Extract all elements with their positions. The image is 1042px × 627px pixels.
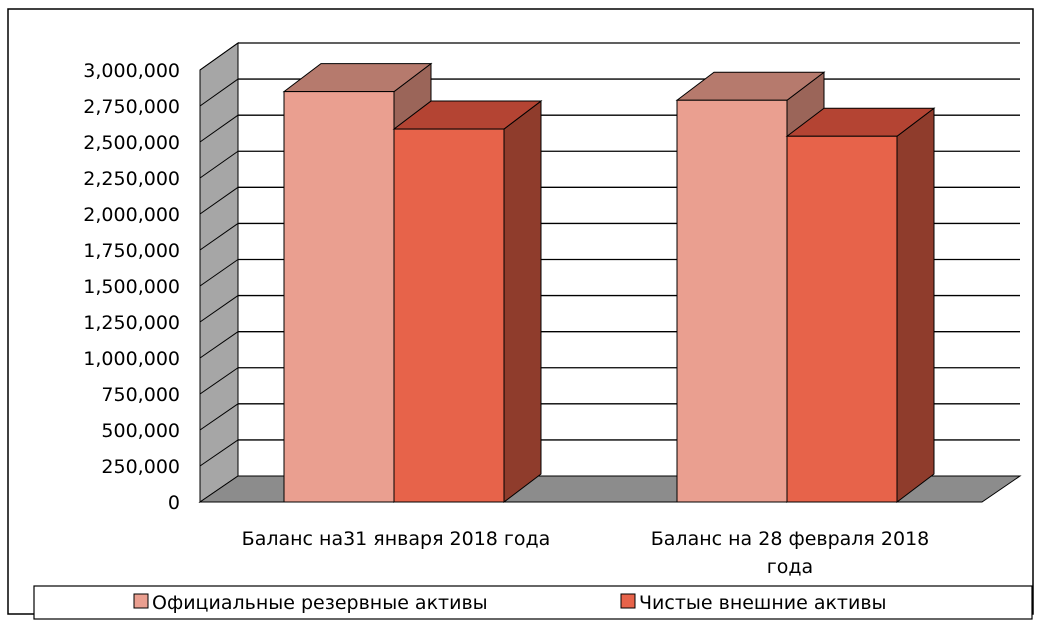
bar-front [393, 128, 505, 503]
y-tick-label: 250,000 [101, 456, 180, 478]
legend-label: Официальные резервные активы [152, 592, 488, 614]
y-tick-label: 2,000,000 [83, 204, 180, 226]
legend-box [33, 585, 1033, 620]
bar-side [503, 100, 542, 504]
gridline-side [199, 114, 239, 143]
x-category-label: Баланс на31 января 2018 года [242, 528, 551, 550]
y-tick-label: 3,000,000 [83, 60, 180, 82]
gridline-side [199, 42, 239, 71]
bar-front [283, 91, 395, 503]
legend: Официальные резервные активы Чистые внешн… [33, 585, 1033, 620]
bar-side [896, 107, 935, 504]
y-tick-label: 1,500,000 [83, 276, 180, 298]
bar-net-external-1 [392, 100, 543, 504]
legend-label: Чистые внешние активы [639, 592, 887, 614]
gridline-side [199, 403, 239, 431]
y-tick-label: 2,250,000 [83, 168, 180, 190]
y-tick-label: 0 [168, 492, 180, 514]
y-tick-label: 2,500,000 [83, 132, 180, 154]
gridline-side [199, 295, 239, 323]
gridline-side [199, 259, 239, 287]
gridline-side [199, 150, 239, 179]
bar-front [676, 99, 788, 503]
y-tick-label: 500,000 [101, 420, 180, 442]
y-tick-label: 1,250,000 [83, 312, 180, 334]
y-tick-label: 750,000 [101, 384, 180, 406]
bar-net-external-2 [785, 107, 936, 504]
gridline-side [199, 186, 239, 215]
gridline-side [199, 367, 239, 395]
gridline-side [199, 331, 239, 359]
legend-swatch [133, 593, 149, 609]
y-tick-label: 1,000,000 [83, 348, 180, 370]
bar-front [786, 135, 898, 503]
gridline-side [199, 78, 239, 107]
gridline-side [199, 439, 239, 467]
gridline-side [199, 223, 239, 251]
y-tick-label: 2,750,000 [83, 96, 180, 118]
x-category-label: Баланс на 28 февраля 2018 года [651, 528, 930, 578]
legend-swatch [620, 593, 636, 609]
y-tick-label: 1,750,000 [83, 240, 180, 262]
